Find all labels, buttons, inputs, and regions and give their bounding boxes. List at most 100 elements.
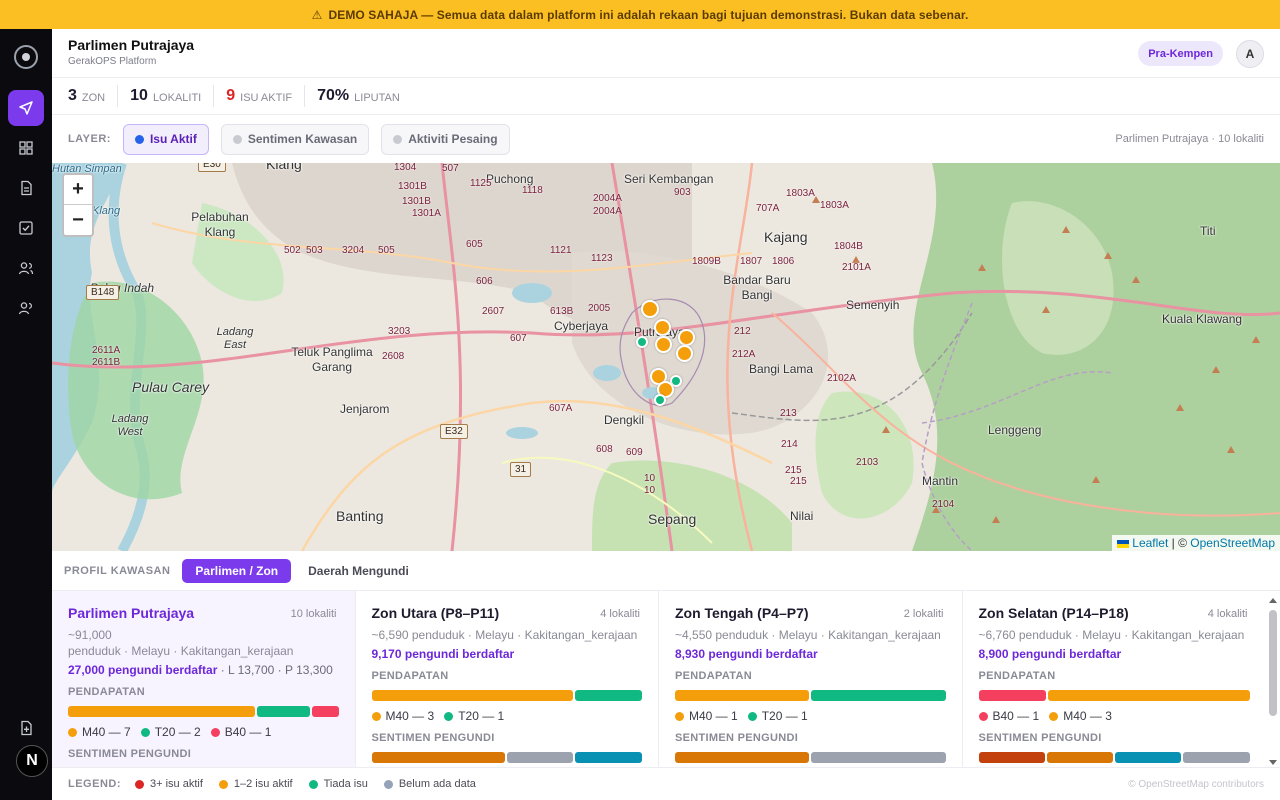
map-label: Puchong — [486, 172, 534, 186]
zone-card-selatan[interactable]: Zon Selatan (P14–P18) 4 lokaliti ~6,760 … — [963, 591, 1280, 767]
card-population: ~91,000 penduduk · Melayu · Kakitangan_k… — [68, 627, 339, 659]
sentiment-label: SENTIMEN PENGUNDI — [978, 732, 1102, 744]
legend-dot-icon — [210, 727, 220, 737]
team-icon[interactable] — [8, 290, 44, 326]
income-label: PENDAPATAN — [675, 670, 752, 682]
scroll-thumb[interactable] — [1269, 610, 1277, 716]
population-detail: penduduk · Melayu · Kakitangan_kerajaan — [68, 644, 294, 658]
warning-icon: ⚠ — [311, 7, 323, 22]
attribution-separator: | © — [1168, 536, 1191, 550]
layer-toolbar: LAYER: Isu Aktif Sentimen Kawasan Aktivi… — [52, 115, 1280, 163]
zoom-out-button[interactable]: − — [72, 208, 84, 231]
issue-marker[interactable] — [654, 319, 671, 336]
highway-shield: 31 — [510, 462, 532, 477]
map-label: Jenjarom — [340, 402, 390, 416]
card-count: 2 lokaliti — [903, 608, 944, 620]
document-icon[interactable] — [8, 170, 44, 206]
legend-copyright: © OpenStreetMap contributors — [1128, 778, 1264, 790]
sentiment-label: SENTIMEN PENGUNDI — [675, 732, 799, 744]
income-bar — [978, 690, 1250, 701]
checkbox-icon[interactable] — [8, 210, 44, 246]
card-title: Parlimen Putrajaya — [68, 605, 195, 621]
layer-chip-label: Sentimen Kawasan — [247, 132, 358, 146]
legend-dot-icon — [308, 779, 318, 789]
legend-entry: T20 — 1 — [747, 709, 808, 723]
cards-scrollbar[interactable] — [1268, 596, 1278, 767]
issue-marker[interactable] — [678, 329, 695, 346]
map-label: Kajang — [764, 229, 808, 245]
map-label: Pulau Carey — [132, 379, 210, 395]
scroll-down-icon[interactable] — [1269, 760, 1277, 765]
legend-dot-icon — [978, 711, 988, 721]
map-label: Klang — [266, 163, 302, 172]
legend-item-label: Tiada isu — [323, 778, 368, 790]
map-label: Semenyih — [846, 298, 900, 312]
legend-dot-icon — [383, 779, 393, 789]
layer-chip-sentimen[interactable]: Sentimen Kawasan — [220, 123, 370, 155]
map-view[interactable]: Klang Puchong Seri Kembangan Kajang Pela… — [52, 163, 1280, 551]
issue-marker[interactable] — [641, 300, 659, 318]
legend-item: 1–2 isu aktif — [218, 778, 293, 790]
legend-item: Tiada isu — [308, 778, 368, 790]
issue-marker[interactable] — [676, 345, 693, 362]
next-badge-icon[interactable]: N — [16, 745, 48, 777]
layer-label: LAYER: — [68, 133, 111, 145]
no-issue-marker[interactable] — [670, 375, 682, 387]
grid-icon[interactable] — [8, 130, 44, 166]
voters-gender: · L 13,700 · P 13,300 — [217, 663, 333, 677]
map-label: Klang — [92, 205, 121, 217]
users-icon[interactable] — [8, 250, 44, 286]
osm-link[interactable]: OpenStreetMap — [1190, 536, 1275, 550]
income-label: PENDAPATAN — [68, 686, 145, 698]
zone-card-parlimen[interactable]: Parlimen Putrajaya 10 lokaliti ~91,000 p… — [52, 591, 356, 767]
card-count: 4 lokaliti — [600, 608, 640, 620]
no-issue-marker[interactable] — [636, 336, 648, 348]
phase-badge[interactable]: Pra-Kempen — [1138, 41, 1223, 66]
zoom-control: + − — [62, 173, 94, 237]
highway-shield: E32 — [440, 424, 468, 439]
legend-dot-icon — [1049, 711, 1059, 721]
legend-entry: M40 — 3 — [1049, 709, 1112, 723]
legend-entry: T20 — 2 — [140, 725, 201, 739]
layer-chip-label: Isu Aktif — [149, 132, 197, 146]
legend-dot-icon — [675, 711, 684, 721]
legend-entry-label: B40 — 1 — [224, 725, 272, 739]
stat-label: ZON — [81, 91, 106, 104]
tab-daerah-mengundi[interactable]: Daerah Mengundi — [308, 563, 409, 578]
voters-count: 27,000 pengundi berdaftar — [68, 663, 218, 677]
no-issue-marker[interactable] — [654, 394, 666, 406]
layer-chip-isu-aktif[interactable]: Isu Aktif — [122, 123, 209, 155]
globe-logo-icon[interactable] — [14, 45, 38, 69]
layer-chip-pesaing[interactable]: Aktiviti Pesaing — [381, 123, 510, 155]
population-value: ~91,000 — [68, 628, 112, 642]
income-segment — [1047, 690, 1250, 701]
issue-marker[interactable] — [655, 336, 672, 353]
stat-value: 70% — [317, 87, 350, 104]
income-bar — [68, 706, 339, 717]
legend-dot-icon — [218, 779, 228, 789]
avatar[interactable]: A — [1236, 40, 1264, 68]
voters-count: 9,170 pengundi berdaftar — [371, 647, 515, 661]
leaflet-link[interactable]: Leaflet — [1132, 536, 1169, 550]
legend-entry: T20 — 1 — [444, 709, 504, 723]
zoom-in-button[interactable]: + — [64, 175, 92, 205]
zone-card-utara[interactable]: Zon Utara (P8–P11) 4 lokaliti ~6,590 pen… — [356, 591, 659, 767]
legend-entry: M40 — 1 — [675, 709, 738, 723]
map-label: Seri Kembangan — [624, 172, 714, 186]
income-legend: B40 — 1 M40 — 3 — [978, 709, 1264, 723]
send-icon[interactable] — [8, 90, 44, 126]
scroll-up-icon[interactable] — [1269, 598, 1277, 603]
map-label: Cyberjaya — [554, 319, 609, 333]
income-legend: M40 — 3 T20 — 1 — [371, 709, 643, 723]
map-label: Dengkil — [604, 413, 645, 427]
card-population: ~6,760 penduduk · Melayu · Kakitangan_ke… — [978, 628, 1245, 642]
map-label: Sepang — [648, 511, 697, 527]
zone-card-tengah[interactable]: Zon Tengah (P4–P7) 2 lokaliti ~4,550 pen… — [659, 591, 963, 767]
legend-entry-label: T20 — 1 — [458, 709, 505, 723]
stat-lokaliti: 10 LOKALITI — [130, 85, 215, 107]
demo-banner-text: DEMO SAHAJA — Semua data dalam platform … — [328, 7, 969, 22]
export-icon[interactable] — [8, 710, 44, 746]
card-population: ~4,550 penduduk · Melayu · Kakitangan_ke… — [675, 628, 941, 642]
tab-parlimen-zon[interactable]: Parlimen / Zon — [182, 558, 292, 583]
card-title: Zon Utara (P8–P11) — [371, 605, 500, 621]
